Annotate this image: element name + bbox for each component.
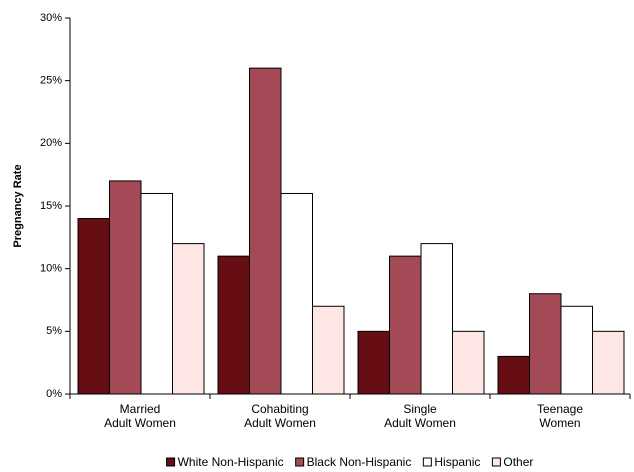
- bar: [497, 355, 530, 395]
- x-tick-label-line: Adult Women: [104, 416, 176, 430]
- legend-swatch: [422, 457, 432, 467]
- legend-label: Other: [503, 455, 533, 469]
- bar: [560, 305, 593, 395]
- legend-label: Black Non-Hispanic: [307, 455, 412, 469]
- x-tick-label-line: Single: [403, 402, 437, 416]
- y-tick-label: 20%: [40, 137, 62, 149]
- legend-swatch: [491, 457, 501, 467]
- bar: [140, 192, 173, 395]
- x-tick-label: Single Adult Women: [384, 402, 456, 430]
- bar: [172, 243, 205, 395]
- y-tick-label: 25%: [40, 75, 62, 87]
- y-tick-label: 5%: [46, 325, 62, 337]
- x-tick-label-line: Married: [120, 402, 161, 416]
- y-tick-label: 30%: [40, 12, 62, 24]
- x-tick-label-line: Teenage: [537, 402, 583, 416]
- bar: [357, 330, 390, 395]
- bar: [217, 255, 250, 395]
- bar: [77, 218, 110, 395]
- y-tick-label: 0%: [46, 388, 62, 400]
- bar: [109, 180, 142, 395]
- legend-label: Hispanic: [434, 455, 480, 469]
- x-tick-label: Married Adult Women: [104, 402, 176, 430]
- x-tick-label-line: Women: [539, 416, 580, 430]
- legend-swatch: [295, 457, 305, 467]
- x-tick-label-line: Adult Women: [244, 416, 316, 430]
- y-tick-label: 10%: [40, 263, 62, 275]
- bar: [420, 243, 453, 395]
- legend-label: White Non-Hispanic: [178, 455, 284, 469]
- y-tick-label: 15%: [40, 200, 62, 212]
- bar: [280, 192, 313, 395]
- x-tick-label-line: Cohabiting: [251, 402, 308, 416]
- bar: [592, 330, 625, 395]
- bar: [389, 255, 422, 395]
- x-tick-label: Teenage Women: [537, 402, 583, 430]
- bar: [529, 293, 562, 395]
- x-tick-label-line: Adult Women: [384, 416, 456, 430]
- bar: [452, 330, 485, 395]
- y-axis-label: Pregnancy Rate: [12, 164, 24, 247]
- legend: White Non-Hispanic Black Non-Hispanic Hisp…: [166, 455, 533, 469]
- bar: [249, 67, 282, 395]
- bar: [312, 305, 345, 395]
- legend-swatch: [166, 457, 176, 467]
- x-tick-label: Cohabiting Adult Women: [244, 402, 316, 430]
